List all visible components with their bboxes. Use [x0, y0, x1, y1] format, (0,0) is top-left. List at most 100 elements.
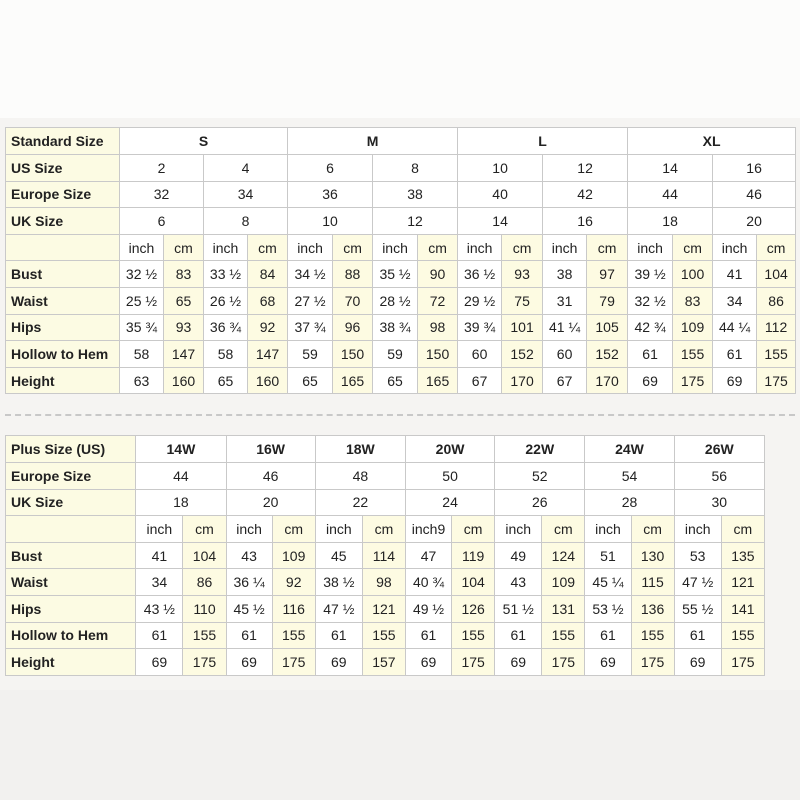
table-cell: 30 [673, 488, 766, 517]
row-label: UK Size [5, 207, 120, 235]
table-cell: 90 [417, 260, 459, 288]
table-cell: 54 [584, 462, 675, 490]
table-cell: 98 [361, 568, 406, 596]
unit-inch: inch [119, 233, 164, 262]
table-cell: 152 [586, 340, 629, 368]
unit-cm: cm [541, 515, 586, 543]
unit-inch: inch [584, 515, 632, 543]
table-cell: 28 ½ [372, 286, 419, 315]
table-cell: 69 [404, 648, 453, 676]
table-cell: 53 [673, 541, 722, 570]
table-cell: 101 [501, 313, 544, 342]
unit-inch: inch [457, 233, 503, 262]
unit-row-label [4, 515, 137, 543]
table-cell: 147 [163, 340, 204, 368]
table-cell: 38 [542, 260, 588, 288]
standard-size-label: Standard Size [5, 127, 120, 155]
table-cell: 16 [542, 207, 629, 235]
table-cell: 86 [756, 286, 797, 315]
size-16w-header: 16W [225, 435, 316, 463]
unit-inch: inch9 [404, 515, 453, 543]
row-label: Hips [5, 313, 120, 342]
plus-uk-size-row: UK Size 18 20 22 24 26 28 30 [4, 488, 766, 517]
table-cell: 116 [271, 594, 316, 623]
table-cell: 47 ½ [673, 568, 722, 596]
table-cell: 60 [457, 340, 503, 368]
table-cell: 69 [584, 648, 632, 676]
table-cell: 152 [501, 340, 544, 368]
row-label: Europe Size [5, 180, 120, 209]
table-cell: 69 [712, 366, 758, 395]
table-cell: 53 ½ [584, 594, 632, 623]
table-cell: 56 [673, 462, 766, 490]
table-cell: 170 [501, 366, 544, 395]
standard-size-header-row: Standard Size S M L XL [5, 127, 797, 155]
table-cell: 32 ½ [627, 286, 674, 315]
size-22w-header: 22W [494, 435, 586, 463]
table-cell: 83 [163, 260, 204, 288]
table-cell: 98 [417, 313, 459, 342]
row-label: Hips [4, 594, 137, 623]
row-label: Bust [5, 260, 120, 288]
table-cell: 104 [756, 260, 797, 288]
hollow-to-hem-row: Hollow to Hem 58 147 58 147 59 150 59 15… [5, 340, 797, 368]
row-label: Bust [4, 541, 137, 570]
table-cell: 114 [361, 541, 406, 570]
table-cell: 34 [202, 180, 289, 209]
size-18w-header: 18W [314, 435, 406, 463]
unit-cm: cm [361, 515, 406, 543]
table-cell: 175 [672, 366, 714, 395]
table-cell: 69 [314, 648, 363, 676]
table-cell: 38 [372, 180, 459, 209]
table-cell: 12 [372, 207, 459, 235]
plus-size-table: Plus Size (US) 14W 16W 18W 20W 22W 24W 2… [4, 435, 766, 676]
table-cell: 6 [287, 154, 374, 182]
plus-size-label: Plus Size (US) [4, 435, 137, 463]
unit-inch: inch [314, 515, 363, 543]
table-cell: 33 ½ [203, 260, 248, 288]
table-cell: 45 ½ [225, 594, 273, 623]
plus-waist-row: Waist 34 86 36 ¼ 92 38 ½ 98 40 ¾ 104 43 … [4, 568, 766, 596]
table-cell: 36 ¼ [225, 568, 273, 596]
unit-inch: inch [372, 233, 419, 262]
table-cell: 157 [361, 648, 406, 676]
table-cell: 6 [119, 207, 204, 235]
table-cell: 34 [712, 286, 758, 315]
table-cell: 109 [541, 568, 586, 596]
unit-cm: cm [163, 233, 204, 262]
table-cell: 72 [417, 286, 459, 315]
table-cell: 25 ½ [119, 286, 164, 315]
table-cell: 130 [630, 541, 675, 570]
table-cell: 47 ½ [314, 594, 363, 623]
table-cell: 22 [314, 488, 406, 517]
table-cell: 8 [202, 207, 289, 235]
table-cell: 126 [451, 594, 496, 623]
unit-cm: cm [332, 233, 374, 262]
table-cell: 155 [720, 621, 766, 650]
row-label: Hollow to Hem [5, 340, 120, 368]
table-cell: 10 [457, 154, 544, 182]
table-cell: 160 [246, 366, 289, 395]
table-cell: 36 [287, 180, 374, 209]
unit-inch: inch [627, 233, 674, 262]
size-24w-header: 24W [584, 435, 675, 463]
unit-cm: cm [451, 515, 496, 543]
size-s-header: S [118, 127, 289, 155]
table-cell: 141 [720, 594, 766, 623]
table-cell: 29 ½ [457, 286, 503, 315]
table-cell: 175 [541, 648, 586, 676]
unit-inch: inch [203, 233, 248, 262]
table-cell: 131 [541, 594, 586, 623]
row-label: Height [4, 648, 137, 676]
table-cell: 36 ¾ [203, 313, 248, 342]
table-cell: 32 ½ [119, 260, 164, 288]
table-cell: 31 [542, 286, 588, 315]
table-cell: 61 [135, 621, 184, 650]
row-label: Hollow to Hem [4, 621, 137, 650]
unit-cm: cm [672, 233, 714, 262]
table-cell: 18 [135, 488, 227, 517]
table-cell: 61 [584, 621, 632, 650]
table-cell: 112 [756, 313, 797, 342]
size-l-header: L [457, 127, 629, 155]
unit-inch: inch [225, 515, 273, 543]
